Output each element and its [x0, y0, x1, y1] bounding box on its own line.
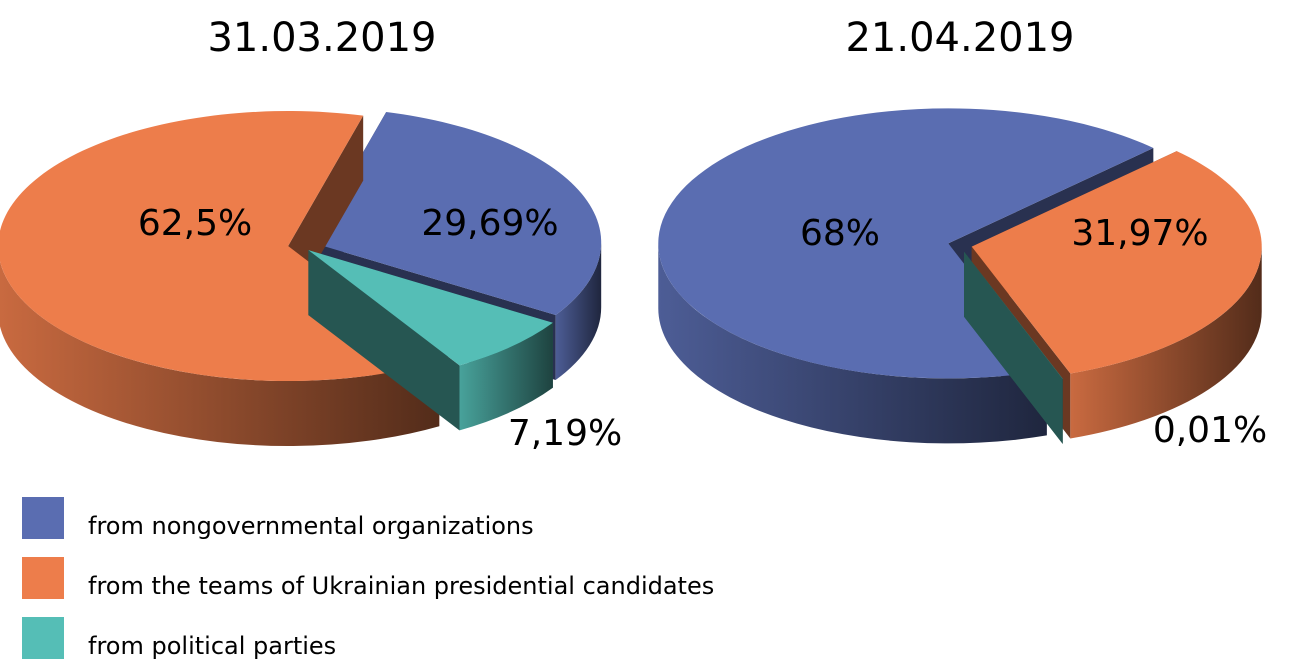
- chart-title: 31.03.2019: [207, 15, 436, 61]
- chart-title: 21.04.2019: [845, 15, 1074, 61]
- data-label: 62,5%: [138, 203, 252, 244]
- slice-top: [311, 111, 602, 316]
- data-label: 68%: [800, 213, 880, 254]
- data-label: 0,01%: [1153, 410, 1267, 451]
- data-label: 31,97%: [1071, 213, 1208, 254]
- legend-label: from nongovernmental organizations: [88, 512, 534, 540]
- slice-top: [308, 250, 553, 366]
- legend-label: from political parties: [88, 632, 336, 660]
- pie-slice: [308, 250, 553, 431]
- slice-outer-wall: [658, 243, 1047, 444]
- slice-outer-wall: [555, 242, 602, 381]
- legend-swatch: [22, 497, 64, 539]
- slice-edge-wall: [964, 251, 1063, 444]
- legend-swatch: [22, 617, 64, 659]
- slice-outer-wall: [0, 261, 440, 447]
- legend-label: from the teams of Ukrainian presidential…: [88, 572, 714, 600]
- slice-outer-wall: [1070, 246, 1262, 439]
- slice-edge-wall: [308, 250, 460, 431]
- legend-swatch: [22, 557, 64, 599]
- data-label: 7,19%: [508, 413, 622, 454]
- slice-top: [658, 108, 1154, 379]
- data-label: 29,69%: [421, 203, 558, 244]
- slice-top: [964, 251, 1063, 379]
- slice-outer-wall: [459, 322, 553, 431]
- slice-top: [971, 151, 1262, 374]
- pie-slice: [964, 251, 1063, 444]
